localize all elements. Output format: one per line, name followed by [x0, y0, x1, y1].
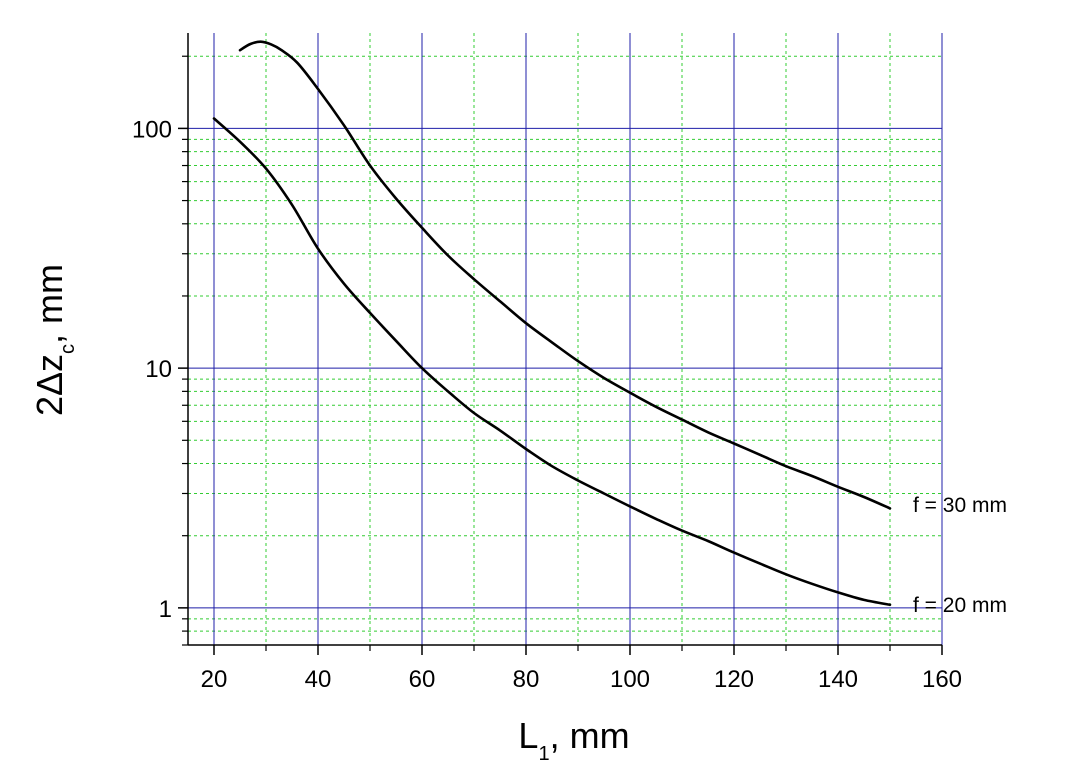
series-line-1: [212, 117, 892, 607]
x-tick-label: 100: [610, 666, 650, 693]
series-line-0: [238, 40, 892, 510]
x-tick-label: 80: [513, 666, 540, 693]
minor-grid: [188, 33, 942, 646]
x-tick-label: 160: [922, 666, 962, 693]
series-label-f30: f = 30 mm: [913, 494, 1007, 517]
x-tick-label: 140: [818, 666, 858, 693]
x-tick-label: 120: [714, 666, 754, 693]
major-grid: [188, 33, 943, 645]
y-tick-label: 10: [145, 356, 172, 383]
tick-labels: 20 40 60 80 100 120 140 160 1 10 100: [132, 116, 962, 693]
y-tick-label: 100: [132, 116, 172, 143]
y-tick-label: 1: [159, 596, 172, 623]
ticks: [178, 55, 943, 655]
x-tick-label: 20: [201, 666, 228, 693]
axes: [187, 33, 942, 646]
y-axis-title: 2Δzc, mm: [29, 264, 79, 416]
series-layer: [212, 40, 892, 607]
x-tick-label: 40: [305, 666, 332, 693]
x-axis-title: L1, mm: [518, 715, 629, 765]
series-label-f20: f = 20 mm: [913, 594, 1007, 617]
x-tick-label: 60: [409, 666, 436, 693]
